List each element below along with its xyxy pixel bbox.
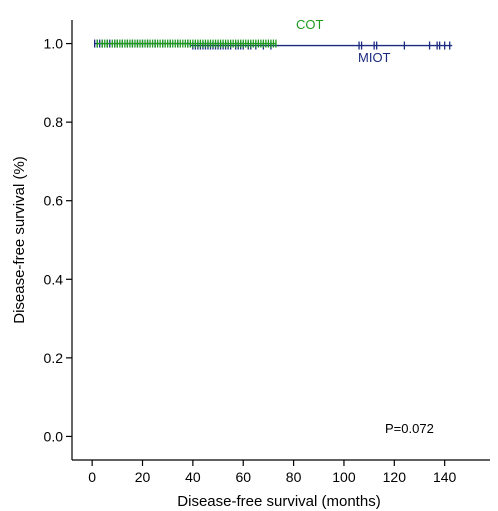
x-ticks: 0 20 40 60 80 100 120 140	[88, 460, 457, 485]
y-tick-label: 0.6	[44, 193, 64, 209]
y-tick-label: 0.0	[44, 428, 64, 444]
x-tick-label: 120	[383, 469, 407, 485]
series-cot	[96, 39, 277, 48]
x-tick-label: 140	[433, 469, 457, 485]
x-axis-title: Disease-free survival (months)	[177, 493, 380, 510]
series-layer	[94, 39, 453, 50]
y-tick-label: 0.2	[44, 350, 64, 366]
x-tick-label: 60	[235, 469, 251, 485]
x-tick-label: 100	[332, 469, 356, 485]
y-axis-title: Disease-free survival (%)	[11, 156, 28, 324]
p-value-annotation: P=0.072	[385, 421, 434, 436]
y-tick-label: 1.0	[44, 36, 64, 52]
x-tick-label: 0	[88, 469, 96, 485]
y-tick-label: 0.8	[44, 114, 64, 130]
series-label-miot: MIOT	[358, 50, 391, 65]
x-tick-label: 80	[286, 469, 302, 485]
axes	[71, 20, 490, 461]
y-ticks: 0.0 0.2 0.4 0.6 0.8 1.0	[44, 36, 72, 444]
x-tick-label: 20	[135, 469, 151, 485]
series-label-cot: COT	[296, 17, 324, 32]
y-tick-label: 0.4	[44, 271, 64, 287]
x-tick-label: 40	[185, 469, 201, 485]
